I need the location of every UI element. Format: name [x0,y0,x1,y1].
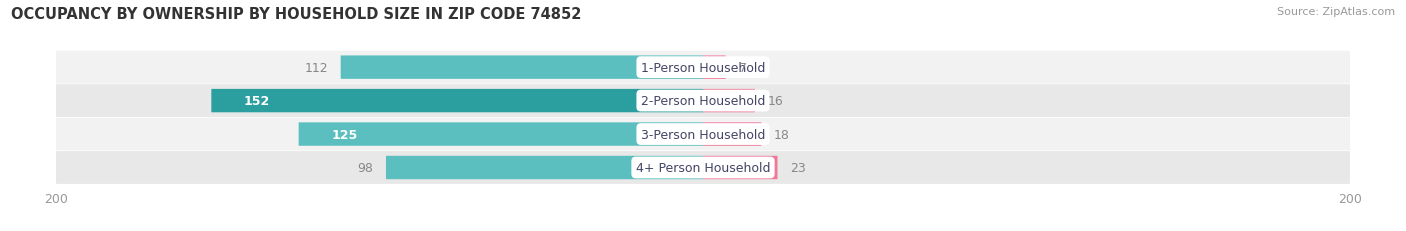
Text: 125: 125 [332,128,357,141]
FancyBboxPatch shape [56,85,1350,118]
Text: Source: ZipAtlas.com: Source: ZipAtlas.com [1277,7,1395,17]
FancyBboxPatch shape [703,123,761,146]
FancyBboxPatch shape [211,89,703,113]
Text: 152: 152 [243,95,270,108]
Text: 1-Person Household: 1-Person Household [641,61,765,74]
Text: 98: 98 [357,161,373,174]
FancyBboxPatch shape [387,156,703,179]
Text: 7: 7 [738,61,747,74]
FancyBboxPatch shape [56,52,1350,84]
FancyBboxPatch shape [703,156,778,179]
Text: 4+ Person Household: 4+ Person Household [636,161,770,174]
Text: OCCUPANCY BY OWNERSHIP BY HOUSEHOLD SIZE IN ZIP CODE 74852: OCCUPANCY BY OWNERSHIP BY HOUSEHOLD SIZE… [11,7,582,22]
FancyBboxPatch shape [56,152,1350,184]
FancyBboxPatch shape [298,123,703,146]
Text: 16: 16 [768,95,783,108]
Text: 112: 112 [304,61,328,74]
FancyBboxPatch shape [56,118,1350,151]
FancyBboxPatch shape [703,89,755,113]
Text: 3-Person Household: 3-Person Household [641,128,765,141]
Text: 23: 23 [790,161,806,174]
Text: 18: 18 [775,128,790,141]
FancyBboxPatch shape [703,56,725,79]
Text: 2-Person Household: 2-Person Household [641,95,765,108]
FancyBboxPatch shape [340,56,703,79]
